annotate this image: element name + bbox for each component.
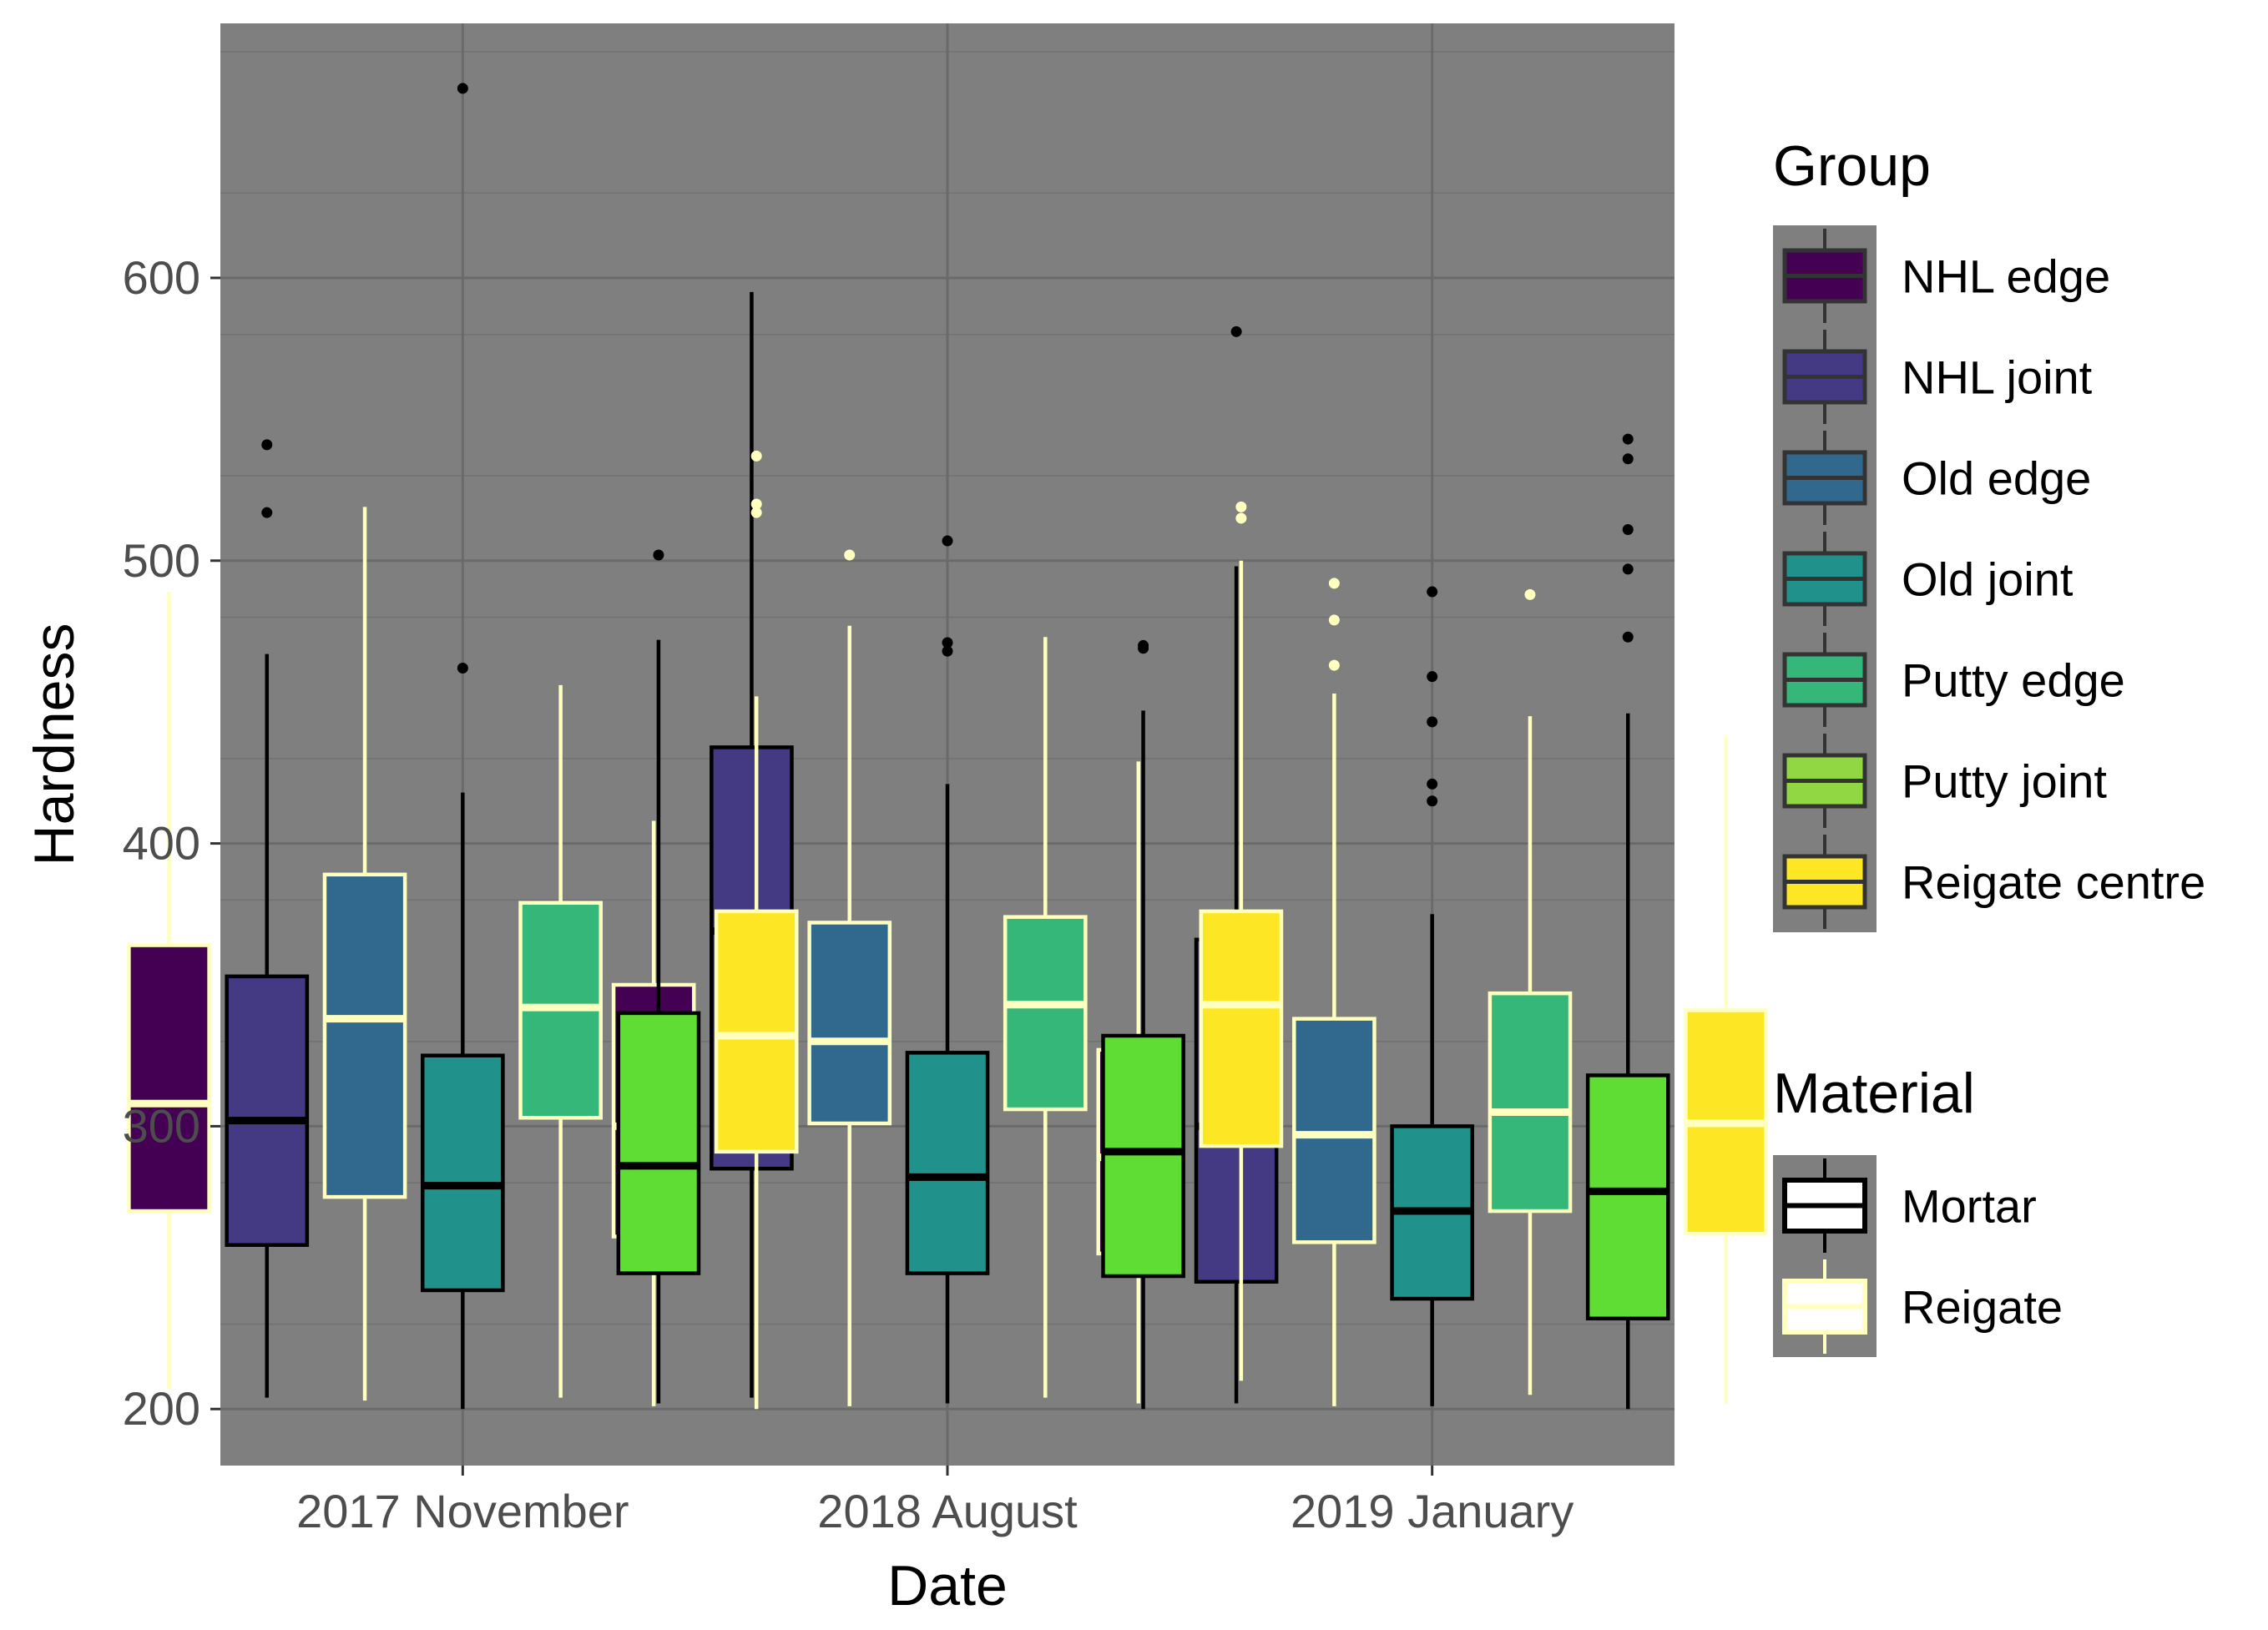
x-axis-title: Date xyxy=(887,1554,1008,1617)
outlier-point xyxy=(1328,659,1340,671)
box-body xyxy=(322,872,407,1199)
box-reigate-centre xyxy=(1199,501,1284,1381)
y-tick-label: 500 xyxy=(123,534,200,587)
outlier-point xyxy=(1235,501,1247,512)
legend-group-item: Putty edge xyxy=(1773,629,2125,730)
box-nhl-edge xyxy=(127,592,211,1390)
box-nhl-joint xyxy=(225,439,310,1398)
outlier-point xyxy=(1138,639,1149,651)
legend-group-item: Putty joint xyxy=(1773,730,2107,831)
outlier-point xyxy=(1235,512,1247,524)
legend-group-label: Putty joint xyxy=(1902,755,2107,808)
box-putty-edge xyxy=(1003,637,1088,1398)
legend-material: Material Mortar Reigate xyxy=(1773,1062,2063,1357)
y-axis: 200 300 400 500 600 xyxy=(123,251,220,1435)
y-tick-label: 300 xyxy=(123,1099,200,1152)
legend-group-label: Old edge xyxy=(1902,452,2091,505)
outlier-point xyxy=(1622,631,1634,643)
box-body xyxy=(1003,915,1088,1112)
legend-group-item: NHL joint xyxy=(1773,326,2093,427)
box-body xyxy=(1199,909,1284,1148)
legend-group-title: Group xyxy=(1773,134,1931,198)
legend-group-item: Old edge xyxy=(1773,427,2091,528)
outlier-point xyxy=(750,507,762,518)
legend-material-item: Reigate xyxy=(1773,1256,2063,1357)
box-old-joint xyxy=(905,535,990,1404)
outlier-point xyxy=(1427,778,1438,790)
box-old-edge xyxy=(322,507,407,1401)
y-tick-label: 600 xyxy=(123,251,200,304)
box-body xyxy=(616,1011,701,1275)
outlier-point xyxy=(750,450,762,462)
outlier-point xyxy=(844,549,856,561)
outlier-point xyxy=(1524,588,1536,600)
outlier-point xyxy=(653,549,664,561)
legend-group-label: NHL joint xyxy=(1902,351,2093,404)
legend-group: Group NHL edge NHL joint Old edge Old joint… xyxy=(1773,134,2205,932)
box-body xyxy=(420,1053,505,1293)
outlier-point xyxy=(1230,325,1242,337)
x-axis: 2017 November 2018 August 2019 January xyxy=(296,1466,1573,1537)
box-body xyxy=(1585,1073,1670,1321)
outlier-point xyxy=(942,535,953,547)
outlier-point xyxy=(1427,671,1438,683)
box-body xyxy=(225,974,310,1247)
legend-group-label: Old joint xyxy=(1902,553,2074,606)
outlier-point xyxy=(1328,578,1340,589)
legend-material-item: Mortar xyxy=(1773,1155,2037,1256)
outlier-point xyxy=(1427,795,1438,807)
x-tick-label: 2019 January xyxy=(1291,1485,1573,1537)
outlier-point xyxy=(1427,716,1438,728)
outlier-point xyxy=(1328,614,1340,626)
legend-material-label: Reigate xyxy=(1902,1281,2063,1334)
box-body xyxy=(807,921,892,1126)
outlier-point xyxy=(1622,563,1634,575)
box-body xyxy=(127,943,211,1214)
y-axis-title: Hardness xyxy=(23,623,86,865)
outlier-point xyxy=(261,507,273,518)
box-putty-joint xyxy=(1585,433,1670,1410)
box-old-joint xyxy=(1390,586,1475,1406)
box-old-joint xyxy=(420,83,505,1410)
legend-group-label: NHL edge xyxy=(1902,250,2110,303)
x-tick-label: 2017 November xyxy=(296,1485,629,1537)
outlier-point xyxy=(457,83,468,94)
legend-group-label: Reigate centre xyxy=(1902,856,2205,909)
legend-material-title: Material xyxy=(1773,1062,1975,1125)
outlier-point xyxy=(942,637,953,648)
box-body xyxy=(714,909,799,1154)
outlier-point xyxy=(457,663,468,674)
legend-group-item: Old joint xyxy=(1773,528,2074,629)
box-old-edge xyxy=(1292,578,1376,1406)
legend-material-label: Mortar xyxy=(1902,1180,2037,1233)
outlier-point xyxy=(261,439,273,451)
box-putty-joint xyxy=(1101,639,1185,1410)
box-old-edge xyxy=(807,549,892,1406)
box-series xyxy=(127,83,1768,1410)
box-reigate-centre xyxy=(1684,735,1768,1404)
box-body xyxy=(1292,1017,1376,1244)
x-tick-label: 2018 August xyxy=(817,1485,1078,1537)
y-tick-label: 400 xyxy=(123,817,200,870)
y-tick-label: 200 xyxy=(123,1382,200,1435)
legend-group-item: NHL edge xyxy=(1773,225,2110,326)
outlier-point xyxy=(1622,523,1634,535)
box-reigate-centre xyxy=(714,450,799,1410)
box-body xyxy=(1488,991,1573,1214)
legend-group-item: Reigate centre xyxy=(1773,831,2205,932)
box-putty-edge xyxy=(1488,588,1573,1395)
box-body xyxy=(905,1051,990,1275)
box-body xyxy=(1101,1033,1185,1279)
outlier-point xyxy=(1622,433,1634,445)
outlier-point xyxy=(942,645,953,657)
outlier-point xyxy=(1622,453,1634,465)
outlier-point xyxy=(1427,586,1438,598)
legend-group-label: Putty edge xyxy=(1902,654,2125,707)
box-putty-joint xyxy=(616,549,701,1404)
outlier-point xyxy=(750,498,762,510)
box-putty-edge xyxy=(518,684,603,1398)
